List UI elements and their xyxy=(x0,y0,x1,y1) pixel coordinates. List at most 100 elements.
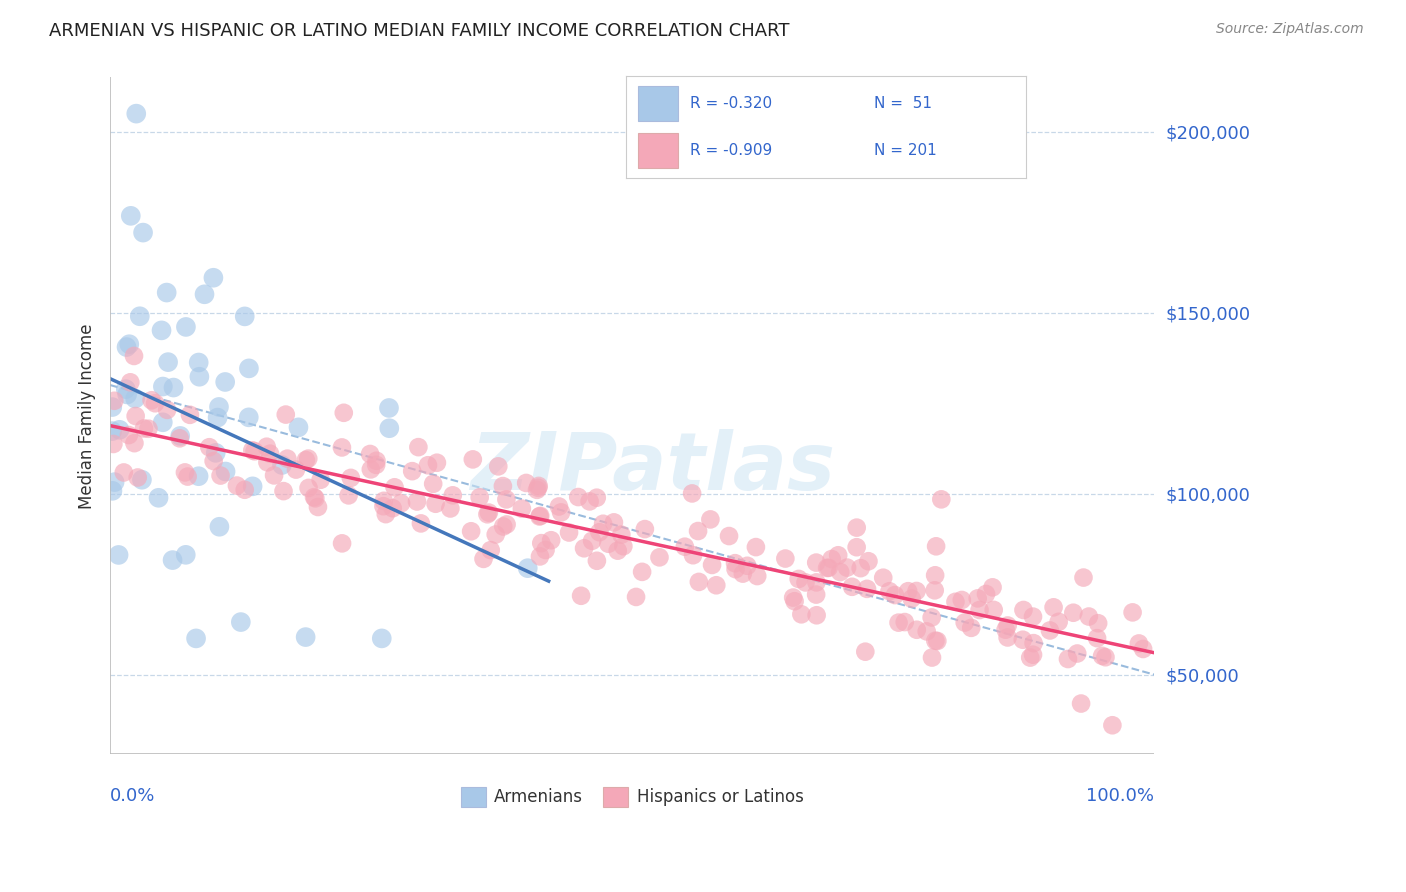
Point xyxy=(681,486,703,500)
Point xyxy=(378,421,401,435)
Point xyxy=(118,428,141,442)
Point xyxy=(101,424,124,438)
Point xyxy=(193,287,215,301)
Point xyxy=(406,494,429,508)
Point xyxy=(184,632,207,646)
Point xyxy=(169,429,191,443)
Point xyxy=(745,540,768,554)
Point xyxy=(887,615,910,630)
Point xyxy=(103,393,125,408)
Point xyxy=(724,562,747,576)
Point xyxy=(953,615,976,630)
Point xyxy=(747,569,769,583)
Point xyxy=(915,624,938,639)
Point xyxy=(256,455,278,469)
Point xyxy=(527,481,550,495)
Point xyxy=(408,440,430,454)
Point xyxy=(1066,647,1088,661)
Point xyxy=(529,508,551,523)
Point xyxy=(115,340,138,354)
Point xyxy=(529,549,551,564)
Point xyxy=(731,566,754,581)
Point xyxy=(169,431,191,445)
Point xyxy=(478,506,501,520)
Point xyxy=(359,447,381,461)
Point xyxy=(460,524,482,539)
Point xyxy=(307,500,329,514)
Point xyxy=(156,285,179,300)
Point xyxy=(207,410,229,425)
Point xyxy=(905,623,928,637)
Point xyxy=(981,580,1004,594)
Point xyxy=(845,521,868,535)
Point xyxy=(1062,606,1084,620)
Point xyxy=(202,454,225,468)
Point xyxy=(204,446,226,460)
Point xyxy=(1070,697,1092,711)
Point xyxy=(103,437,125,451)
Point xyxy=(634,522,657,536)
Point xyxy=(122,349,145,363)
Point xyxy=(1087,616,1109,631)
Point xyxy=(806,608,828,623)
Point xyxy=(381,501,404,516)
Point xyxy=(1022,648,1045,662)
Point xyxy=(1132,642,1154,657)
Point xyxy=(333,406,356,420)
Point xyxy=(330,441,353,455)
Text: ZIPatlas: ZIPatlas xyxy=(471,429,835,508)
Point xyxy=(1122,606,1144,620)
Point xyxy=(925,539,948,553)
Point xyxy=(879,584,901,599)
Point xyxy=(578,494,600,508)
Point xyxy=(422,476,444,491)
Point xyxy=(198,440,221,454)
Point xyxy=(931,492,953,507)
Point xyxy=(309,473,332,487)
Point xyxy=(124,409,146,423)
Point xyxy=(112,466,135,480)
Point xyxy=(441,488,464,502)
Point xyxy=(1057,652,1080,666)
Point xyxy=(1012,603,1035,617)
Point xyxy=(472,552,495,566)
Point xyxy=(924,583,946,598)
Point xyxy=(997,631,1019,645)
Point xyxy=(340,471,363,485)
Point xyxy=(128,310,150,324)
Point xyxy=(330,536,353,550)
Point xyxy=(1022,636,1045,650)
Point xyxy=(787,572,810,586)
Point xyxy=(1085,631,1108,645)
Point xyxy=(588,525,610,540)
Point xyxy=(835,560,858,574)
Point xyxy=(208,400,231,414)
Point xyxy=(492,519,515,533)
Point xyxy=(174,320,197,334)
Point xyxy=(229,615,252,629)
Point xyxy=(492,479,515,493)
Text: 100.0%: 100.0% xyxy=(1087,787,1154,805)
Point xyxy=(461,452,484,467)
Point xyxy=(983,603,1005,617)
Point xyxy=(468,491,491,505)
Point xyxy=(263,468,285,483)
Point xyxy=(569,589,592,603)
Point xyxy=(214,375,236,389)
Point xyxy=(921,650,943,665)
Point xyxy=(924,568,946,582)
Point xyxy=(603,516,626,530)
Point xyxy=(527,479,550,493)
Point xyxy=(495,492,517,507)
Point xyxy=(631,565,654,579)
Point xyxy=(624,590,647,604)
Point xyxy=(101,400,124,414)
Text: N =  51: N = 51 xyxy=(875,96,932,111)
Point xyxy=(1094,650,1116,665)
Point xyxy=(530,536,553,550)
Point xyxy=(1073,571,1095,585)
Point xyxy=(648,550,671,565)
Point xyxy=(827,549,849,563)
Point xyxy=(271,458,294,472)
Point xyxy=(477,508,499,522)
